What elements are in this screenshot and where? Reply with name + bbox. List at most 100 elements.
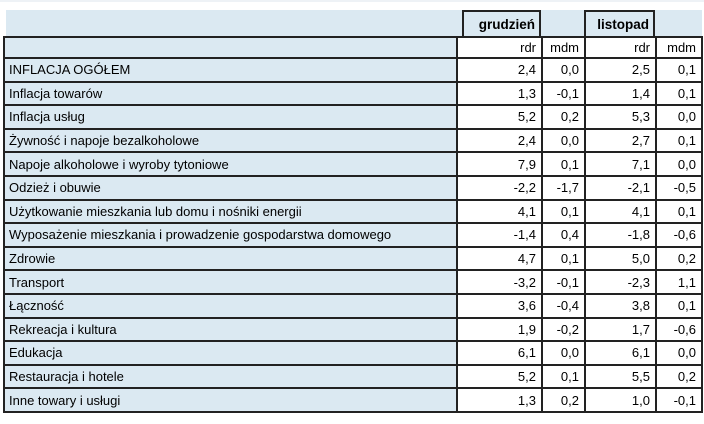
value-cell: 1,4: [584, 80, 657, 107]
subheader-listopad-mdm: mdm: [655, 36, 703, 59]
table-row: INFLACJA OGÓŁEM 2,4 0,0 2,5 0,1: [3, 57, 703, 83]
category-label: Restauracja i hotele: [3, 363, 458, 390]
value-cell: 0,1: [655, 127, 703, 154]
value-cell: -1,4: [456, 222, 543, 248]
value-cell: -1,8: [584, 222, 657, 248]
value-cell: 1,3: [456, 80, 543, 107]
value-cell: 0,0: [655, 104, 703, 130]
table-row: Edukacja 6,1 0,0 6,1 0,0: [3, 340, 703, 366]
table-body: INFLACJA OGÓŁEM 2,4 0,0 2,5 0,1 Inflacja towa…: [3, 57, 703, 413]
month-header-row: grudzień listopad: [6, 10, 702, 38]
value-cell: 0,1: [655, 57, 703, 83]
subheader-grudzien-rdr: rdr: [456, 36, 543, 59]
value-cell: 1,9: [456, 316, 543, 343]
value-cell: 0,2: [541, 104, 586, 130]
value-cell: 2,4: [456, 127, 543, 154]
value-cell: -0,6: [655, 222, 703, 248]
value-cell: 0,1: [655, 198, 703, 225]
category-label: Inflacja towarów: [3, 80, 458, 107]
table-row: Odzież i obuwie -2,2 -1,7 -2,1 -0,5: [3, 174, 703, 201]
month-header-grudzien: grudzień: [462, 10, 541, 38]
value-cell: 5,3: [584, 104, 657, 130]
value-cell: -0,1: [541, 269, 586, 295]
value-cell: 3,6: [456, 292, 543, 319]
value-cell: -3,2: [456, 269, 543, 295]
value-cell: 1,1: [655, 269, 703, 295]
table-row: Łączność 3,6 -0,4 3,8 0,1: [3, 292, 703, 319]
value-cell: 4,1: [456, 198, 543, 225]
table-row: Wyposażenie mieszkania i prowadzenie gos…: [3, 222, 703, 248]
value-cell: 0,1: [541, 151, 586, 177]
value-cell: 0,2: [655, 245, 703, 272]
value-cell: -2,3: [584, 269, 657, 295]
value-cell: 0,2: [541, 387, 586, 413]
table-row: Restauracja i hotele 5,2 0,1 5,5 0,2: [3, 363, 703, 390]
value-cell: 0,1: [541, 198, 586, 225]
table-row: Transport -3,2 -0,1 -2,3 1,1: [3, 269, 703, 295]
value-cell: 5,2: [456, 104, 543, 130]
table-row: Żywność i napoje bezalkoholowe 2,4 0,0 2,7 0…: [3, 127, 703, 154]
table-row: Inflacja usług 5,2 0,2 5,3 0,0: [3, 104, 703, 130]
category-label: Rekreacja i kultura: [3, 316, 458, 343]
table-row: Zdrowie 4,7 0,1 5,0 0,2: [3, 245, 703, 272]
value-cell: 2,5: [584, 57, 657, 83]
month-label-listopad: listopad: [597, 16, 649, 32]
category-label: Inne towary i usługi: [3, 387, 458, 413]
value-cell: 1,3: [456, 387, 543, 413]
value-cell: -0,4: [541, 292, 586, 319]
category-label: Wyposażenie mieszkania i prowadzenie gos…: [3, 222, 458, 248]
value-cell: 1,7: [584, 316, 657, 343]
subheader-row: rdr mdm rdr mdm: [3, 36, 703, 59]
value-cell: 6,1: [456, 340, 543, 366]
value-cell: -0,1: [655, 387, 703, 413]
value-cell: 2,7: [584, 127, 657, 154]
value-cell: 5,5: [584, 363, 657, 390]
category-label: Napoje alkoholowe i wyroby tytoniowe: [3, 151, 458, 177]
value-cell: 0,0: [541, 340, 586, 366]
table-row: Inne towary i usługi 1,3 0,2 1,0 -0,1: [3, 387, 703, 413]
table-row: Użytkowanie mieszkania lub domu i nośnik…: [3, 198, 703, 225]
month-label-grudzien: grudzień: [478, 16, 535, 32]
category-label: Odzież i obuwie: [3, 174, 458, 201]
value-cell: 0,1: [541, 245, 586, 272]
value-cell: 1,0: [584, 387, 657, 413]
value-cell: 7,1: [584, 151, 657, 177]
value-cell: 6,1: [584, 340, 657, 366]
value-cell: -0,2: [541, 316, 586, 343]
value-cell: 0,1: [655, 80, 703, 107]
category-label: Inflacja usług: [3, 104, 458, 130]
table-row: Rekreacja i kultura 1,9 -0,2 1,7 -0,6: [3, 316, 703, 343]
value-cell: 0,0: [541, 57, 586, 83]
month-header-listopad: listopad: [584, 10, 655, 38]
category-label: Transport: [3, 269, 458, 295]
value-cell: -0,5: [655, 174, 703, 201]
inflation-table: rdr mdm rdr mdm INFLACJA OGÓŁEM 2,4 0,0 2,5…: [3, 36, 703, 413]
value-cell: -2,2: [456, 174, 543, 201]
category-label: Żywność i napoje bezalkoholowe: [3, 127, 458, 154]
page-top-edge: [0, 0, 704, 2]
value-cell: 5,2: [456, 363, 543, 390]
table-row: Napoje alkoholowe i wyroby tytoniowe 7,9 0…: [3, 151, 703, 177]
value-cell: 0,0: [541, 127, 586, 154]
value-cell: 0,4: [541, 222, 586, 248]
value-cell: -1,7: [541, 174, 586, 201]
category-label: Edukacja: [3, 340, 458, 366]
category-label: Zdrowie: [3, 245, 458, 272]
value-cell: -0,6: [655, 316, 703, 343]
value-cell: -0,1: [541, 80, 586, 107]
value-cell: -2,1: [584, 174, 657, 201]
value-cell: 4,7: [456, 245, 543, 272]
value-cell: 0,1: [655, 292, 703, 319]
value-cell: 5,0: [584, 245, 657, 272]
subheader-grudzien-mdm: mdm: [541, 36, 586, 59]
table-row: Inflacja towarów 1,3 -0,1 1,4 0,1: [3, 80, 703, 107]
value-cell: 0,2: [655, 363, 703, 390]
value-cell: 4,1: [584, 198, 657, 225]
subheader-listopad-rdr: rdr: [584, 36, 657, 59]
category-label: Łączność: [3, 292, 458, 319]
value-cell: 0,0: [655, 151, 703, 177]
corner-cell: [3, 36, 458, 59]
value-cell: 0,1: [541, 363, 586, 390]
value-cell: 0,0: [655, 340, 703, 366]
